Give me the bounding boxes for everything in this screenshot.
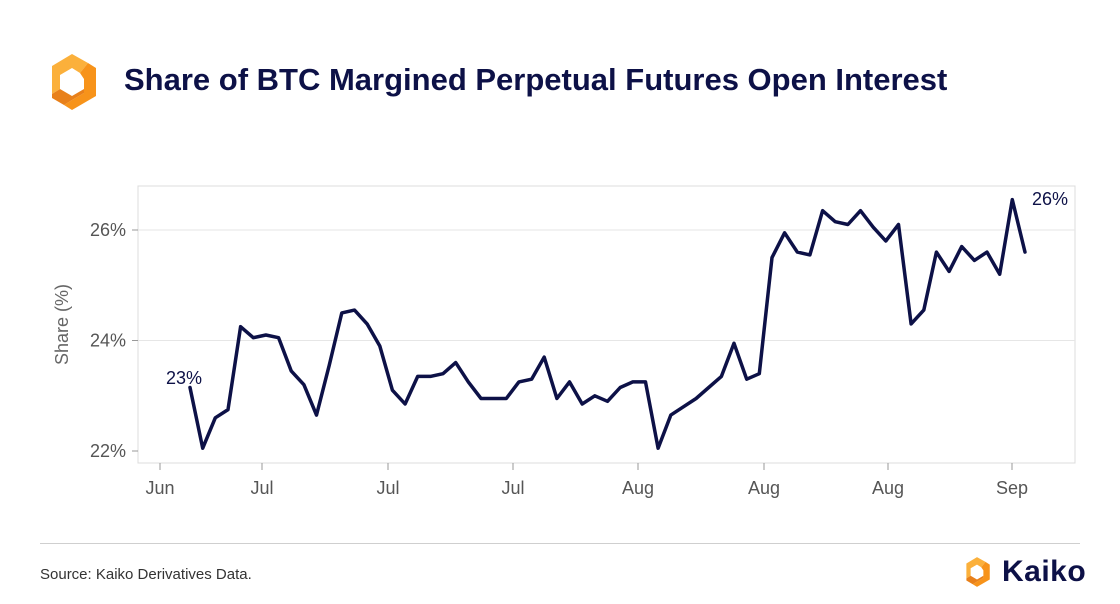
x-tick-label: Jul bbox=[376, 478, 399, 498]
end-value-label: 26% bbox=[1032, 189, 1068, 209]
annotations: 23% 26% bbox=[166, 189, 1068, 388]
gridlines bbox=[138, 229, 1075, 341]
y-tick-label: 26% bbox=[90, 220, 126, 240]
series-line bbox=[188, 197, 1027, 450]
x-tick-label: Aug bbox=[622, 478, 654, 498]
plot-frame bbox=[137, 185, 1076, 464]
y-axis: 22% 24% 26% bbox=[90, 220, 138, 461]
x-axis: Jun Jul Jul Jul Aug Aug Aug Sep bbox=[145, 463, 1028, 498]
y-tick-label: 24% bbox=[90, 331, 126, 351]
y-axis-label: Share (%) bbox=[52, 284, 72, 365]
x-tick-label: Jul bbox=[250, 478, 273, 498]
brand-logo: Kaiko bbox=[960, 552, 1086, 592]
x-tick-label: Jun bbox=[145, 478, 174, 498]
kaiko-logo-icon bbox=[52, 54, 96, 110]
footer-divider bbox=[40, 543, 1080, 544]
brand-name: Kaiko bbox=[1002, 555, 1087, 588]
start-value-label: 23% bbox=[166, 368, 202, 388]
x-tick-label: Aug bbox=[872, 478, 904, 498]
x-tick-label: Sep bbox=[996, 478, 1028, 498]
y-tick-label: 22% bbox=[90, 441, 126, 461]
line-chart: 22% 24% 26% Jun Jul Jul Jul Aug Aug Aug Sep Share… bbox=[52, 185, 1076, 498]
source-note: Source: Kaiko Derivatives Data. bbox=[40, 566, 252, 583]
kaiko-brand-icon bbox=[966, 557, 990, 587]
x-tick-label: Jul bbox=[501, 478, 524, 498]
chart-title: Share of BTC Margined Perpetual Futures … bbox=[124, 62, 948, 97]
plot-border bbox=[137, 185, 1076, 464]
x-tick-label: Aug bbox=[748, 478, 780, 498]
